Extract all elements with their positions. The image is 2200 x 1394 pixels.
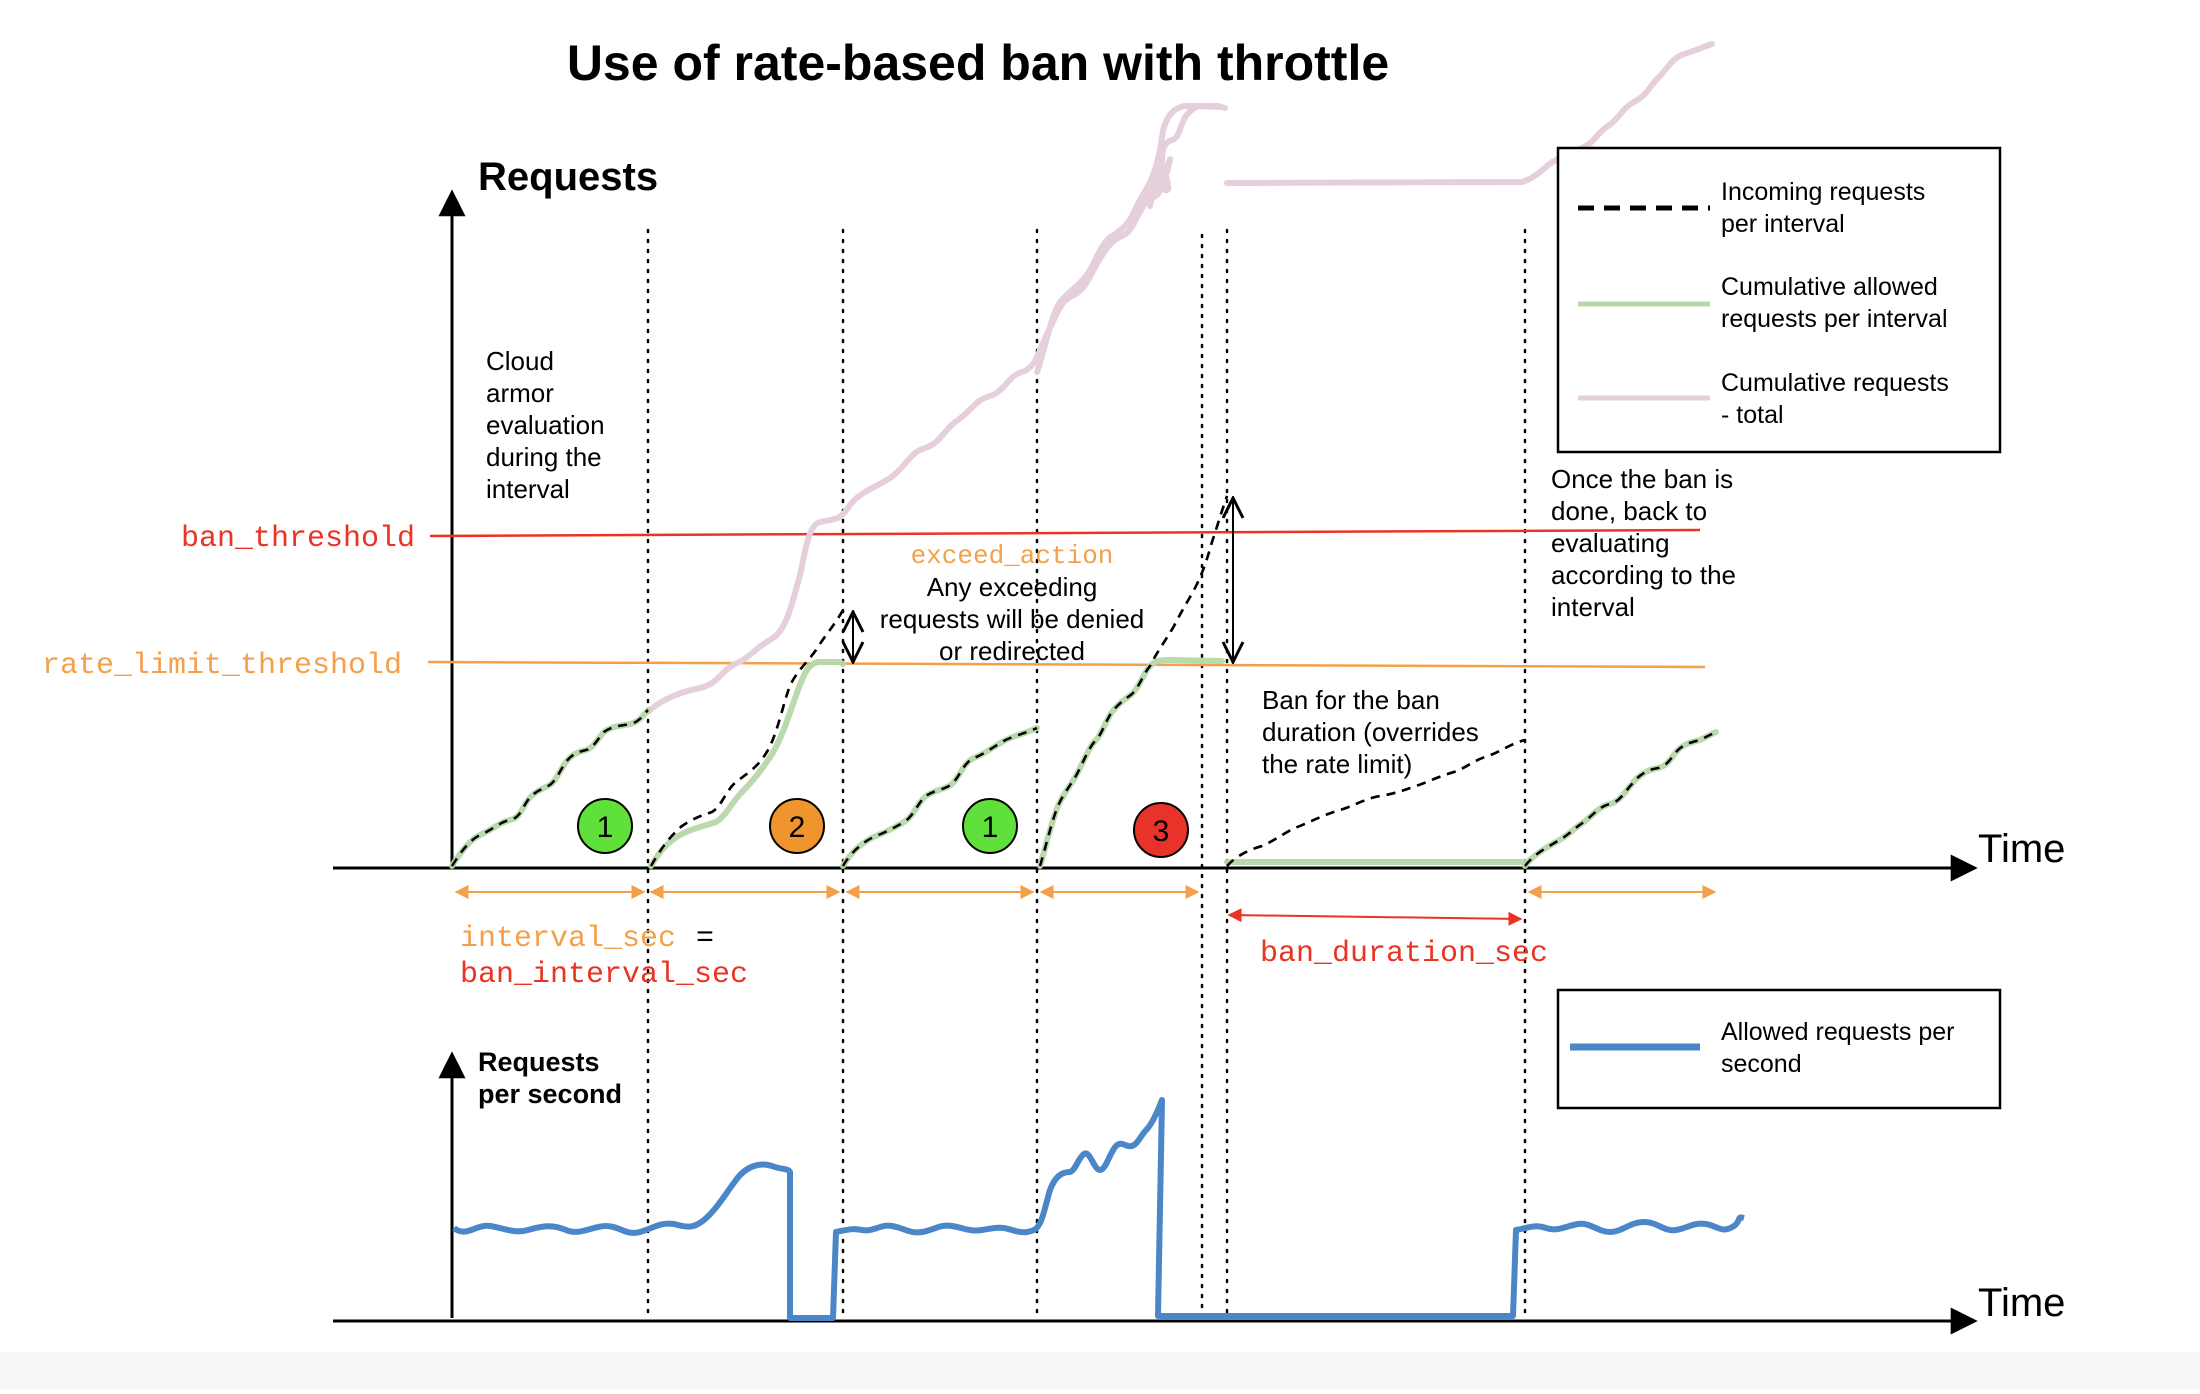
evaluation-note-line-4: during the <box>486 442 602 472</box>
cumulative-allowed-line <box>449 657 1719 869</box>
ban-note-line-3: the rate limit) <box>1262 749 1412 779</box>
marker-circle <box>769 798 825 854</box>
top-legend: Incoming requests per interval Cumulativ… <box>1556 146 2002 454</box>
evaluation-note-line-3: evaluation <box>486 410 605 440</box>
after-ban-note-line-5: interval <box>1551 592 1635 622</box>
after-ban-note-line-2: done, back to <box>1551 496 1707 526</box>
ban-note-line-1: Ban for the ban <box>1262 685 1440 715</box>
exceed-action-line-1: Any exceeding <box>927 572 1098 602</box>
incoming-requests-overlay <box>450 495 1717 867</box>
marker-label: 2 <box>789 811 806 844</box>
legend-total-line-2: - total <box>1721 401 1784 429</box>
legend-rps-line-1: Allowed requests per <box>1721 1018 1954 1046</box>
marker-label: 3 <box>1153 815 1170 848</box>
diagram-title: Use of rate-based ban with throttle <box>567 35 1389 91</box>
interval-marker-2: 2 <box>769 798 825 854</box>
evaluation-note-line-1: Cloud <box>486 346 554 376</box>
marker-circle <box>1133 802 1189 858</box>
bottom-y-axis-label-line-2: per second <box>478 1079 622 1109</box>
after-ban-note: Once the ban is done, back to evaluating… <box>1551 464 1736 622</box>
marker-circle <box>577 798 633 854</box>
exceed-action-line-2: requests will be denied <box>880 604 1145 634</box>
ban-interval-sec-label: ban_interval_sec <box>460 958 748 992</box>
legend-allowed-line-1: Cumulative allowed <box>1721 273 1938 301</box>
ban-note-line-2: duration (overrides <box>1262 717 1479 747</box>
evaluation-note-line-5: interval <box>486 474 570 504</box>
interval-separators <box>646 228 1527 1322</box>
bottom-y-axis-label-line-1: Requests <box>478 1047 600 1077</box>
interval-marker-3: 1 <box>962 798 1018 854</box>
ban-duration-sec-label: ban_duration_sec <box>1260 937 1548 971</box>
cumulative-total-line-2 <box>1137 41 1715 215</box>
marker-circle <box>962 798 1018 854</box>
rate-limit-threshold-label: rate_limit_threshold <box>42 649 402 683</box>
legend-incoming-line-2: per interval <box>1721 210 1845 238</box>
interval-marker-1: 1 <box>577 798 633 854</box>
marker-label: 1 <box>597 811 614 844</box>
top-x-axis-label: Time <box>1978 827 2065 871</box>
evaluation-note-line-2: armor <box>486 378 554 408</box>
after-ban-note-line-1: Once the ban is <box>1551 464 1733 494</box>
evaluation-note: Cloud armor evaluation during the interv… <box>486 346 605 504</box>
interval-equals: = <box>696 922 714 956</box>
ban-threshold-line <box>429 528 1701 538</box>
bottom-x-axis-label: Time <box>1978 1281 2065 1325</box>
legend-allowed-line-2: requests per interval <box>1721 305 1948 333</box>
legend-total-line-1: Cumulative requests <box>1721 369 1949 397</box>
bottom-shade <box>0 1352 2200 1389</box>
bottom-legend: Allowed requests per second <box>1556 988 2002 1110</box>
interval-sec-label: interval_sec <box>460 922 676 956</box>
top-y-axis-label: Requests <box>478 155 658 199</box>
after-ban-note-line-4: according to the <box>1551 560 1736 590</box>
after-ban-note-line-3: evaluating <box>1551 528 1670 558</box>
marker-label: 1 <box>982 811 999 844</box>
exceed-action-note: exceed_action Any exceeding requests wil… <box>880 541 1145 666</box>
exceed-action-line-3: or redirected <box>939 636 1085 666</box>
exceed-action-code: exceed_action <box>911 541 1114 571</box>
cumulative-total-rise <box>1034 103 1221 375</box>
rate-limit-threshold-line <box>427 660 1706 669</box>
ban-duration-arrow <box>1227 908 1523 926</box>
interval-marker-4: 3 <box>1133 802 1189 858</box>
top-legend-box <box>1556 146 2002 454</box>
ban-threshold-label: ban_threshold <box>181 522 415 556</box>
allowed-rps-line <box>452 1097 1745 1321</box>
legend-rps-line-2: second <box>1721 1050 1802 1078</box>
ban-note: Ban for the ban duration (overrides the … <box>1262 685 1479 779</box>
legend-incoming-line-1: Incoming requests <box>1721 178 1925 206</box>
